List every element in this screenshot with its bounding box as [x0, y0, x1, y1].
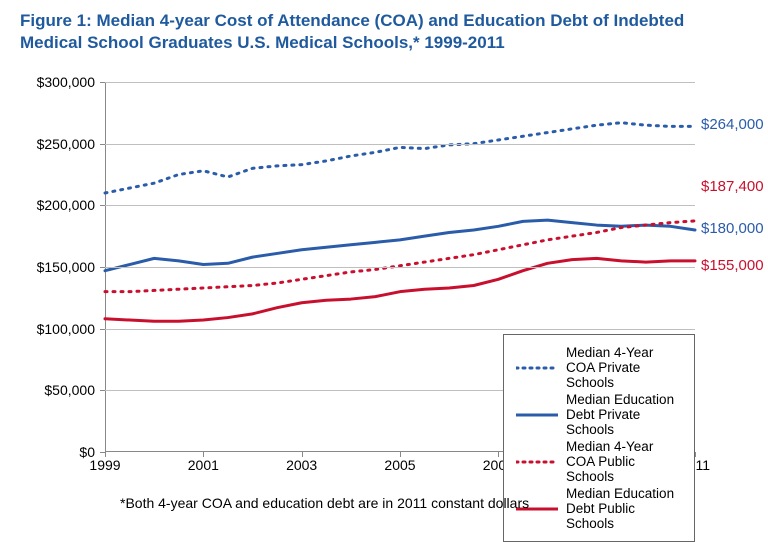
- series-line: [105, 221, 695, 292]
- plot-region: $0$50,000$100,000$150,000$200,000$250,00…: [105, 82, 695, 452]
- y-axis-label: $200,000: [13, 197, 95, 213]
- title-line-1: Figure 1: Median 4-year Cost of Attendan…: [20, 10, 748, 32]
- gridline: [105, 144, 695, 145]
- legend-label: Median 4-Year COA Public Schools: [566, 439, 682, 484]
- y-tick: [100, 267, 105, 268]
- gridline: [105, 205, 695, 206]
- legend-item: Median Education Debt Private Schools: [516, 392, 682, 437]
- y-tick: [100, 82, 105, 83]
- footnote: *Both 4-year COA and education debt are …: [120, 495, 529, 511]
- legend-swatch: [516, 455, 558, 469]
- legend-label: Median 4-Year COA Private Schools: [566, 345, 682, 390]
- legend-label: Median Education Debt Private Schools: [566, 392, 682, 437]
- y-axis-label: $250,000: [13, 136, 95, 152]
- series-end-label: $187,400: [701, 178, 764, 195]
- x-axis-label: 2005: [384, 457, 415, 473]
- title-line-2: Medical School Graduates U.S. Medical Sc…: [20, 32, 748, 54]
- legend: Median 4-Year COA Private SchoolsMedian …: [503, 334, 695, 542]
- y-axis-label: $150,000: [13, 259, 95, 275]
- chart-area: $0 $50,000 $100,000 $150,000 $200,000 $250,00…: [0, 62, 768, 502]
- series-line: [105, 123, 695, 193]
- y-tick: [100, 144, 105, 145]
- legend-item: Median 4-Year COA Public Schools: [516, 439, 682, 484]
- y-axis-label: $100,000: [13, 321, 95, 337]
- legend-item: Median Education Debt Public Schools: [516, 486, 682, 531]
- y-tick: [100, 329, 105, 330]
- y-tick: [100, 390, 105, 391]
- series-end-label: $155,000: [701, 257, 764, 274]
- legend-swatch: [516, 361, 558, 375]
- x-axis-label: 2003: [286, 457, 317, 473]
- legend-item: Median 4-Year COA Private Schools: [516, 345, 682, 390]
- y-axis-label: $300,000: [13, 74, 95, 90]
- series-line: [105, 220, 695, 271]
- y-axis-label: $50,000: [13, 382, 95, 398]
- gridline: [105, 82, 695, 83]
- legend-swatch: [516, 408, 558, 422]
- y-axis-label: $0: [13, 444, 95, 460]
- x-axis-label: 1999: [89, 457, 120, 473]
- series-end-label: $180,000: [701, 220, 764, 237]
- gridline: [105, 329, 695, 330]
- legend-label: Median Education Debt Public Schools: [566, 486, 682, 531]
- y-tick: [100, 205, 105, 206]
- chart-title: Figure 1: Median 4-year Cost of Attendan…: [0, 0, 768, 58]
- gridline: [105, 267, 695, 268]
- x-axis-label: 2001: [188, 457, 219, 473]
- series-end-label: $264,000: [701, 116, 764, 133]
